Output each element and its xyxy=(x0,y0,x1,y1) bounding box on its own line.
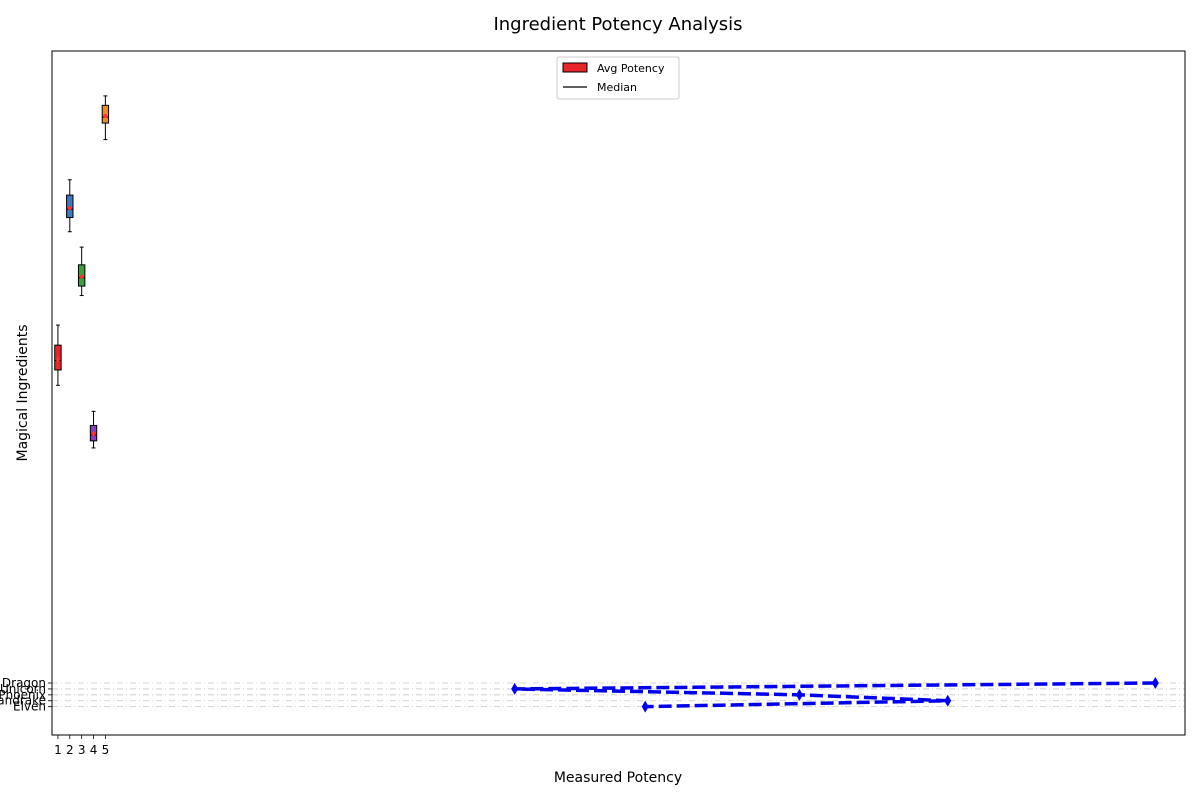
x-tick-label: 5 xyxy=(102,743,110,757)
box-mean-point xyxy=(79,274,84,279)
y-tick-label: Mandrake xyxy=(0,694,46,708)
box-plot xyxy=(89,410,98,449)
line-layer xyxy=(511,677,1159,713)
x-axis-label: Measured Potency xyxy=(554,770,682,786)
chart-title: Ingredient Potency Analysis xyxy=(493,14,742,35)
potency-point xyxy=(944,694,952,707)
box-mean-point xyxy=(91,431,96,436)
potency-point xyxy=(795,688,803,701)
y-tick-labels: DragonUnicornPhoenixMandrakeElven xyxy=(0,676,52,714)
box-mean-point xyxy=(103,113,108,118)
y-tick-label: Dragon xyxy=(2,676,46,690)
x-tick-label: 4 xyxy=(90,743,98,757)
box-plot xyxy=(54,324,62,386)
x-tick-label: 3 xyxy=(78,743,86,757)
box-mean-point xyxy=(55,357,60,362)
potency-line xyxy=(514,681,1156,709)
plot-frame xyxy=(51,50,1186,736)
legend-avg-potency-swatch xyxy=(562,62,588,73)
y-tick-label: Phoenix xyxy=(0,688,46,702)
potency-point xyxy=(511,682,519,695)
y-tick-label: Unicorn xyxy=(0,682,46,696)
y-tick-label: Elven xyxy=(13,700,46,714)
legend: Avg Potency Median xyxy=(556,56,680,100)
box-plot xyxy=(66,179,74,233)
y-axis-label: Magical Ingredients xyxy=(15,324,31,461)
box-plot xyxy=(77,246,86,297)
box-mean-point xyxy=(67,206,72,211)
potency-point xyxy=(641,700,649,713)
legend-avg-potency-label: Avg Potency xyxy=(597,62,665,75)
x-tick-label: 1 xyxy=(54,743,62,757)
boxes-layer xyxy=(54,95,110,449)
x-tick-label: 2 xyxy=(66,743,74,757)
potency-point xyxy=(1151,677,1159,690)
grid-layer xyxy=(52,682,1185,708)
box-plot xyxy=(101,95,110,141)
legend-median-label: Median xyxy=(597,81,637,94)
